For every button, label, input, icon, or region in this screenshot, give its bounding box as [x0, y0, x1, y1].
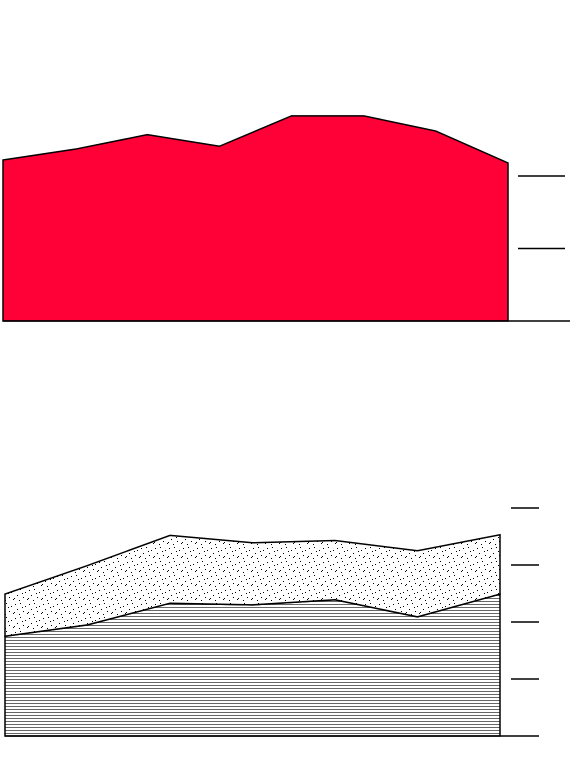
area — [4, 533, 501, 638]
area — [2, 115, 509, 322]
